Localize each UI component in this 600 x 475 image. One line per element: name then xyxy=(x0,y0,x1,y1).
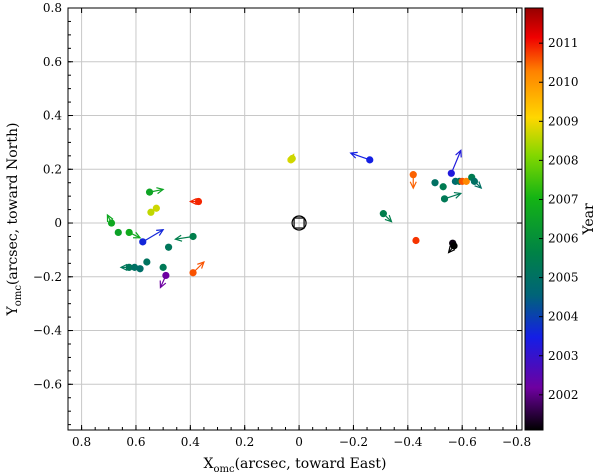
data-point xyxy=(447,169,455,177)
data-point xyxy=(440,195,449,203)
x-tick-label: 0 xyxy=(295,435,303,449)
colorbar-tick-label: 2011 xyxy=(548,36,579,50)
plot-area xyxy=(67,7,523,431)
colorbar-tick-label: 2010 xyxy=(548,75,579,89)
data-point xyxy=(143,258,151,266)
colorbar-tick-label: 2008 xyxy=(548,153,579,167)
colorbar-title: Year xyxy=(581,203,597,236)
motion-arrow-head xyxy=(156,229,165,236)
colorbar-tick-label: 2005 xyxy=(548,271,579,285)
data-point xyxy=(125,228,133,237)
y-axis-title-main: Y xyxy=(5,305,21,316)
y-tick-label: −0.4 xyxy=(33,324,63,338)
y-tick-label: −0.2 xyxy=(33,270,62,284)
data-point xyxy=(379,210,387,218)
colorbar-tick-label: 2006 xyxy=(548,232,579,246)
axis-ticks: 0.8 0.6 0.4 0.2 0 −0.2 −0.4 −0.6 −0.8 0.8 0.6 0.4 0.… xyxy=(33,1,531,449)
data-point xyxy=(139,238,147,246)
data-point xyxy=(164,243,173,251)
data-point xyxy=(470,177,479,185)
motion-arrow-head xyxy=(174,234,183,242)
colorbar-gradient xyxy=(524,7,544,431)
colorbar-ticks: 2002 2003 2004 2005 2006 2007 2008 2009 2010 2011 xyxy=(539,36,579,402)
data-point xyxy=(439,183,447,191)
data-point xyxy=(409,171,417,179)
motion-arrow-head xyxy=(447,245,456,254)
data-point xyxy=(125,263,133,271)
motion-arrow-head xyxy=(455,149,462,158)
data-point xyxy=(412,236,420,245)
y-tick-label: 0 xyxy=(54,216,62,230)
data-point xyxy=(366,156,374,164)
motion-arrow-head xyxy=(474,181,483,190)
data-point xyxy=(107,219,116,227)
motion-arrow-head xyxy=(188,197,197,206)
motion-arrow-head xyxy=(133,231,142,239)
motion-arrow xyxy=(450,150,462,174)
x-tick-label: 0.6 xyxy=(126,435,145,449)
motion-arrow-head xyxy=(197,261,205,269)
y-axis-title: Yomc(arcsec, toward North) xyxy=(5,123,24,317)
y-tick-label: 0.2 xyxy=(43,162,62,176)
y-tick-label: −0.6 xyxy=(33,377,62,391)
x-tick-label: −0.8 xyxy=(502,435,531,449)
x-axis-title: Xomc(arcsec, toward East) xyxy=(204,456,387,475)
data-point xyxy=(136,265,144,273)
data-point xyxy=(431,179,439,187)
motion-arrow-head xyxy=(156,187,165,195)
motion-arrow xyxy=(142,229,164,243)
y-axis-title-sub: omc xyxy=(13,285,24,307)
data-point xyxy=(145,188,154,196)
data-point xyxy=(114,228,122,237)
motion-arrow-head xyxy=(453,191,463,199)
x-axis-title-main: X xyxy=(204,456,214,472)
data-point xyxy=(194,197,203,206)
colorbar-tick-label: 2007 xyxy=(548,192,579,206)
x-tick-label: −0.4 xyxy=(393,435,423,449)
x-tick-label: 0.4 xyxy=(181,435,200,449)
colorbar-tick-label: 2009 xyxy=(548,114,579,128)
data-point xyxy=(462,177,470,185)
x-axis-title-sub: omc xyxy=(213,464,235,475)
data-point xyxy=(189,269,197,277)
motion-arrow-head xyxy=(409,181,417,190)
data-point xyxy=(162,271,170,280)
y-axis-title-rest: (arcsec, toward North) xyxy=(5,123,21,286)
colorbar-tick-label: 2003 xyxy=(548,349,579,363)
motion-arrow-head xyxy=(119,263,128,271)
data-point xyxy=(189,232,197,241)
data-point xyxy=(159,263,167,271)
x-tick-label: 0.8 xyxy=(72,435,91,449)
origin-marker-square xyxy=(293,217,305,229)
grid-lines xyxy=(68,7,522,430)
origin-marker xyxy=(291,215,307,231)
data-point xyxy=(152,204,160,212)
x-tick-label: 0.2 xyxy=(235,435,254,449)
y-tick-label: 0.6 xyxy=(43,55,62,69)
data-point xyxy=(131,263,139,271)
data-point xyxy=(450,242,458,250)
motion-arrow-head xyxy=(106,213,114,222)
y-tick-label: 0.8 xyxy=(43,1,62,15)
data-marks xyxy=(106,149,483,289)
y-tick-label: 0.4 xyxy=(43,109,62,123)
x-tick-label: −0.2 xyxy=(339,435,368,449)
motion-arrow-head xyxy=(384,214,393,223)
motion-arrow-head xyxy=(349,151,358,159)
x-tick-label: −0.6 xyxy=(448,435,477,449)
motion-arrow-head xyxy=(159,280,167,289)
x-axis-title-rest: (arcsec, toward East) xyxy=(235,456,387,472)
colorbar-tick-label: 2004 xyxy=(548,310,579,324)
data-point xyxy=(147,208,155,216)
data-point xyxy=(288,154,296,163)
colorbar-tick-label: 2002 xyxy=(548,388,579,402)
colorbar: 2002 2003 2004 2005 2006 2007 2008 2009 2010 2011 xyxy=(524,7,579,431)
